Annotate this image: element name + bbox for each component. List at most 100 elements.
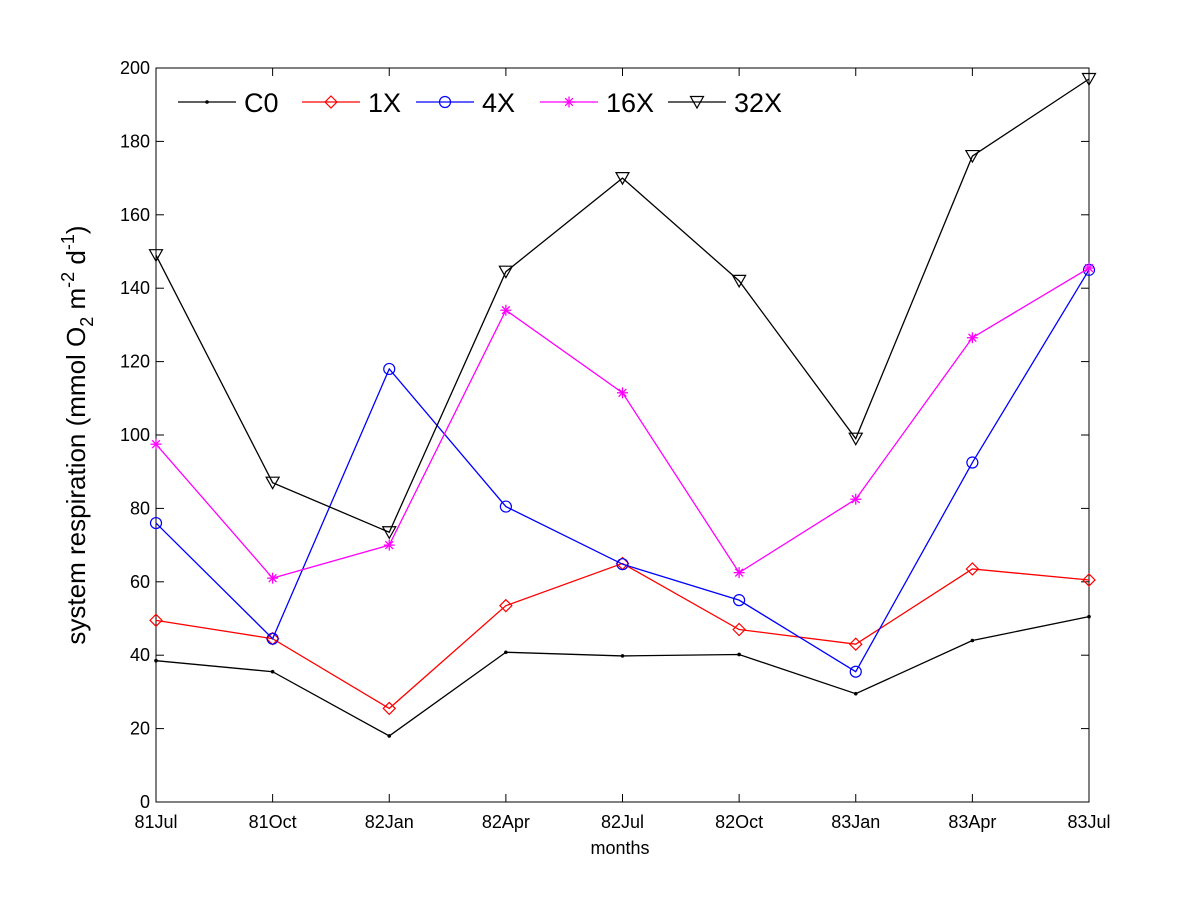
data-point xyxy=(148,249,164,263)
y-axis-label-sup2: -1 xyxy=(58,234,78,250)
data-point xyxy=(732,622,746,637)
series-layer xyxy=(148,72,1097,738)
data-point xyxy=(617,387,628,399)
x-tick-label: 83Jan xyxy=(831,812,880,832)
legend-item: 4X xyxy=(416,88,515,118)
legend-marker xyxy=(563,96,575,108)
series-c0 xyxy=(154,614,1091,738)
y-tick-label: 120 xyxy=(120,352,150,372)
x-tick-label: 82Jan xyxy=(365,812,414,832)
data-point xyxy=(150,438,162,450)
data-point xyxy=(149,613,163,628)
series-line xyxy=(155,562,1090,710)
data-point xyxy=(154,658,158,663)
legend-label: C0 xyxy=(244,88,279,118)
data-point xyxy=(964,149,980,164)
data-point xyxy=(1082,573,1096,587)
data-point xyxy=(504,650,508,655)
data-point xyxy=(267,572,279,584)
data-point xyxy=(848,432,864,446)
y-axis-label-end: ) xyxy=(61,225,91,234)
legend-label: 4X xyxy=(482,88,515,118)
x-tick-label: 83Apr xyxy=(948,812,996,832)
series-32x xyxy=(148,72,1097,540)
legend-item: 1X xyxy=(302,88,401,118)
x-tick-label: 83Jul xyxy=(1067,812,1110,832)
y-axis-label-mid1: m xyxy=(61,288,91,317)
data-point xyxy=(733,567,745,579)
y-axis-label-mid2: d xyxy=(61,250,91,272)
data-point xyxy=(500,304,512,316)
data-point xyxy=(616,558,629,571)
y-tick-label: 20 xyxy=(130,719,150,739)
data-point xyxy=(270,669,275,674)
data-point xyxy=(1087,614,1091,619)
y-axis-ticks: 0 20 40 60 80 100 120 140 160 180 200 xyxy=(120,58,1089,812)
y-tick-label: 200 xyxy=(120,58,150,78)
data-point xyxy=(733,594,746,607)
data-point xyxy=(965,562,980,576)
plot-area xyxy=(155,67,1090,803)
x-tick-label: 81Oct xyxy=(249,812,297,832)
x-tick-label: 81Jul xyxy=(134,812,177,832)
data-point xyxy=(382,701,397,716)
data-point xyxy=(737,652,741,657)
data-point xyxy=(614,172,631,186)
y-tick-label: 60 xyxy=(130,572,150,592)
series-16x xyxy=(150,262,1095,584)
data-point xyxy=(620,654,625,658)
legend-label: 32X xyxy=(734,88,782,118)
data-point xyxy=(383,539,395,551)
series-line xyxy=(155,78,1090,534)
data-point xyxy=(731,274,747,289)
data-point xyxy=(966,456,979,469)
data-point xyxy=(383,362,396,376)
y-axis-label: system respiration (mmol O2 m-2 d-1) xyxy=(58,225,97,644)
y-axis-label-sub1: 2 xyxy=(77,317,97,327)
data-point xyxy=(966,332,978,344)
legend-marker xyxy=(324,95,338,109)
y-axis-label-main: system respiration (mmol O xyxy=(61,327,91,645)
y-tick-label: 100 xyxy=(120,425,150,445)
y-tick-label: 40 xyxy=(130,645,150,665)
data-point xyxy=(853,691,858,696)
y-tick-label: 140 xyxy=(120,278,150,298)
y-tick-label: 0 xyxy=(140,792,150,812)
legend-label: 16X xyxy=(606,88,654,118)
data-point xyxy=(387,734,392,738)
x-axis-label: months xyxy=(590,838,649,858)
y-tick-label: 80 xyxy=(130,498,150,518)
data-point xyxy=(848,637,863,652)
data-point xyxy=(849,665,862,678)
data-point xyxy=(266,632,279,645)
series-4x xyxy=(149,263,1096,678)
data-point xyxy=(499,598,513,613)
x-tick-label: 82Apr xyxy=(482,812,530,832)
data-point xyxy=(1081,72,1097,87)
x-axis-ticks: 81Jul 81Oct 82Jan 82Apr 82Jul 82Oct 83Jan 83Apr… xyxy=(134,68,1111,832)
legend: C0 1X 4X 16X 32X xyxy=(178,88,782,118)
x-tick-label: 82Jul xyxy=(601,812,644,832)
legend-label: 1X xyxy=(368,88,401,118)
legend-item: C0 xyxy=(178,88,279,118)
y-axis-label-sup1: -2 xyxy=(58,272,78,288)
y-tick-label: 160 xyxy=(120,205,150,225)
data-point xyxy=(1083,262,1095,274)
data-point xyxy=(850,493,862,505)
legend-item: 32X xyxy=(668,88,782,118)
data-point xyxy=(265,476,281,490)
legend-marker xyxy=(438,95,452,109)
y-tick-label: 180 xyxy=(120,131,150,151)
series-line xyxy=(155,269,1090,673)
data-point xyxy=(499,500,512,513)
legend-marker xyxy=(205,100,209,104)
legend-item: 16X xyxy=(540,88,654,118)
x-tick-label: 82Oct xyxy=(715,812,763,832)
legend-marker xyxy=(689,95,705,110)
data-point xyxy=(498,265,514,279)
data-point xyxy=(970,638,975,643)
data-point xyxy=(149,516,163,530)
data-point xyxy=(381,526,397,540)
